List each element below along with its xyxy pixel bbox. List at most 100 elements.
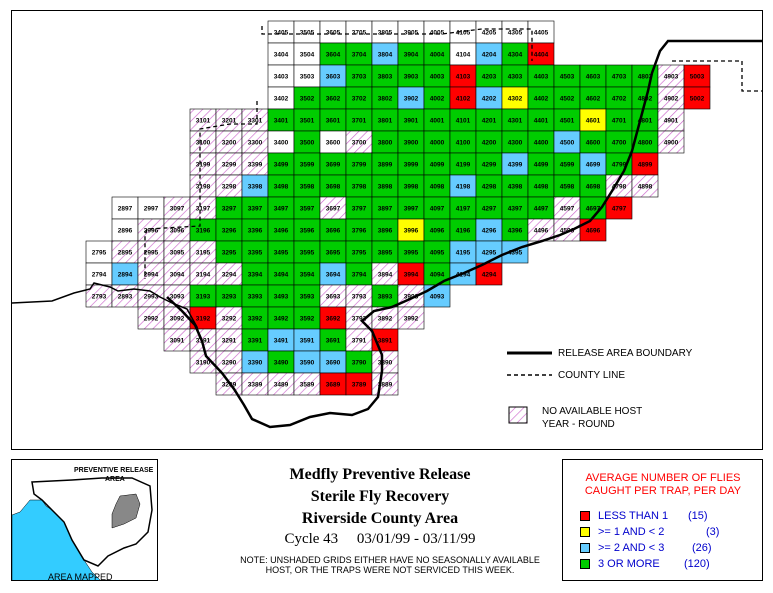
grid-cell-label: 3691 bbox=[326, 337, 341, 344]
grid-cell-3994: 3994 bbox=[397, 262, 425, 286]
grid-cell-4102: 4102 bbox=[449, 86, 477, 110]
grid-cell-label: 3605 bbox=[326, 29, 341, 36]
grid-cell-3391: 3391 bbox=[241, 328, 269, 352]
grid-cell-label: 4701 bbox=[612, 117, 627, 124]
grid-cell-label: 3703 bbox=[352, 73, 367, 80]
grid-cell-3600: 3600 bbox=[319, 130, 347, 154]
grid-cell-label: 3895 bbox=[378, 249, 393, 256]
grid-cell-label: 4301 bbox=[508, 117, 523, 124]
grid-cell-3398: 3398 bbox=[241, 174, 269, 198]
grid-cell-4295: 4295 bbox=[475, 240, 503, 264]
grid-cell-label: 4305 bbox=[508, 29, 523, 36]
grid-cell-label: 2793 bbox=[92, 293, 107, 300]
grid-cells: 3405 3505 3605 3705 3805 3905 4005 4105 4205 4305… bbox=[85, 20, 711, 396]
grid-cell-label: 3199 bbox=[196, 161, 211, 168]
grid-cell-label: 4103 bbox=[456, 73, 471, 80]
grid-cell-3399: 3399 bbox=[241, 152, 269, 176]
grid-cell-label: 3796 bbox=[352, 227, 367, 234]
grid-cell-label: 4205 bbox=[482, 29, 497, 36]
grid-cell-3395: 3395 bbox=[241, 240, 269, 264]
grid-cell-3096: 3096 bbox=[163, 218, 191, 242]
grid-cell-3100: 3100 bbox=[189, 130, 217, 154]
grid-cell-label: 3994 bbox=[404, 271, 419, 278]
note-text: NOTE: UNSHADED GRIDS EITHER HAVE NO SEAS… bbox=[200, 555, 580, 575]
grid-cell-label: 3397 bbox=[248, 205, 263, 212]
grid-cell-label: 3904 bbox=[404, 51, 419, 58]
grid-cell-3590: 3590 bbox=[293, 350, 321, 374]
grid-cell-label: 3096 bbox=[170, 227, 185, 234]
grid-cell-label: 4497 bbox=[534, 205, 549, 212]
grid-cell-2992: 2992 bbox=[137, 306, 165, 330]
grid-cell-label: 3695 bbox=[326, 249, 341, 256]
grid-cell-label: 3389 bbox=[248, 381, 263, 388]
grid-cell-3693: 3693 bbox=[319, 284, 347, 308]
inset-title-area: AREA bbox=[105, 476, 125, 483]
grid-cell-label: 4499 bbox=[534, 161, 549, 168]
grid-cell-label: 3603 bbox=[326, 73, 341, 80]
grid-cell-label: 4402 bbox=[534, 95, 549, 102]
grid-cell-5002: 5002 bbox=[683, 86, 711, 110]
grid-cell-3701: 3701 bbox=[345, 108, 373, 132]
grid-cell-label: 3901 bbox=[404, 117, 419, 124]
legend-county-label: COUNTY LINE bbox=[558, 370, 625, 381]
grid-cell-3405: 3405 bbox=[267, 20, 295, 44]
grid-cell-label: 2997 bbox=[144, 205, 159, 212]
grid-cell-3490: 3490 bbox=[267, 350, 295, 374]
grid-cell-label: 4101 bbox=[456, 117, 471, 124]
grid-cell-label: 3493 bbox=[274, 293, 289, 300]
grid-cell-4204: 4204 bbox=[475, 42, 503, 66]
grid-cell-4600: 4600 bbox=[579, 130, 607, 154]
grid-cell-4300: 4300 bbox=[501, 130, 529, 154]
grid-cell-3491: 3491 bbox=[267, 328, 295, 352]
grid-cell-label: 3700 bbox=[352, 139, 367, 146]
grid-cell-3700: 3700 bbox=[345, 130, 373, 154]
grid-cell-4205: 4205 bbox=[475, 20, 503, 44]
grid-cell-label: 3890 bbox=[378, 359, 393, 366]
grid-cell-3805: 3805 bbox=[371, 20, 399, 44]
grid-cell-label: 2992 bbox=[144, 315, 159, 322]
grid-cell-label: 3492 bbox=[274, 315, 289, 322]
grid-cell-label: 4902 bbox=[664, 95, 679, 102]
grid-cell-4898: 4898 bbox=[631, 174, 659, 198]
grid-cell-label: 4005 bbox=[430, 29, 445, 36]
grid-cell-2996: 2996 bbox=[137, 218, 165, 242]
grid-cell-label: 4703 bbox=[612, 73, 627, 80]
grid-cell-label: 3598 bbox=[300, 183, 315, 190]
grid-cell-label: 3799 bbox=[352, 161, 367, 168]
grid-cell-label: 4500 bbox=[560, 139, 575, 146]
grid-cell-3194: 3194 bbox=[189, 262, 217, 286]
legend-count: (3) bbox=[706, 526, 720, 538]
grid-cell-3790: 3790 bbox=[345, 350, 373, 374]
grid-cell-label: 3495 bbox=[274, 249, 289, 256]
grid-cell-3798: 3798 bbox=[345, 174, 373, 198]
grid-cell-label: 3291 bbox=[222, 337, 237, 344]
grid-cell-label: 3797 bbox=[352, 205, 367, 212]
grid-cell-label: 4102 bbox=[456, 95, 471, 102]
grid-cell-3294: 3294 bbox=[215, 262, 243, 286]
grid-cell-3996: 3996 bbox=[397, 218, 425, 242]
grid-cell-3900: 3900 bbox=[397, 130, 425, 154]
grid-cell-4601: 4601 bbox=[579, 108, 607, 132]
grid-cell-3903: 3903 bbox=[397, 64, 425, 88]
county-line-east bbox=[672, 60, 762, 92]
grid-cell-3890: 3890 bbox=[371, 350, 399, 374]
grid-cell-2894: 2894 bbox=[111, 262, 139, 286]
grid-cell-label: 3802 bbox=[378, 95, 393, 102]
grid-cell-label: 3399 bbox=[248, 161, 263, 168]
grid-cell-4099: 4099 bbox=[423, 152, 451, 176]
grid-cell-label: 4501 bbox=[560, 117, 575, 124]
grid-cell-label: 3594 bbox=[300, 271, 315, 278]
grid-cell-3889: 3889 bbox=[371, 372, 399, 396]
grid-cell-3905: 3905 bbox=[397, 20, 425, 44]
grid-cell-label: 3995 bbox=[404, 249, 419, 256]
grid-cell-label: 3403 bbox=[274, 73, 289, 80]
legend-label: 3 OR MORE bbox=[598, 558, 660, 570]
inset-map bbox=[11, 459, 158, 581]
legend-swatch-cyan bbox=[580, 543, 590, 553]
grid-cell-3300: 3300 bbox=[241, 130, 269, 154]
grid-cell-4294: 4294 bbox=[475, 262, 503, 286]
grid-cell-3497: 3497 bbox=[267, 196, 295, 220]
grid-cell-4097: 4097 bbox=[423, 196, 451, 220]
grid-cell-label: 4403 bbox=[534, 73, 549, 80]
grid-cell-label: 3501 bbox=[300, 117, 315, 124]
